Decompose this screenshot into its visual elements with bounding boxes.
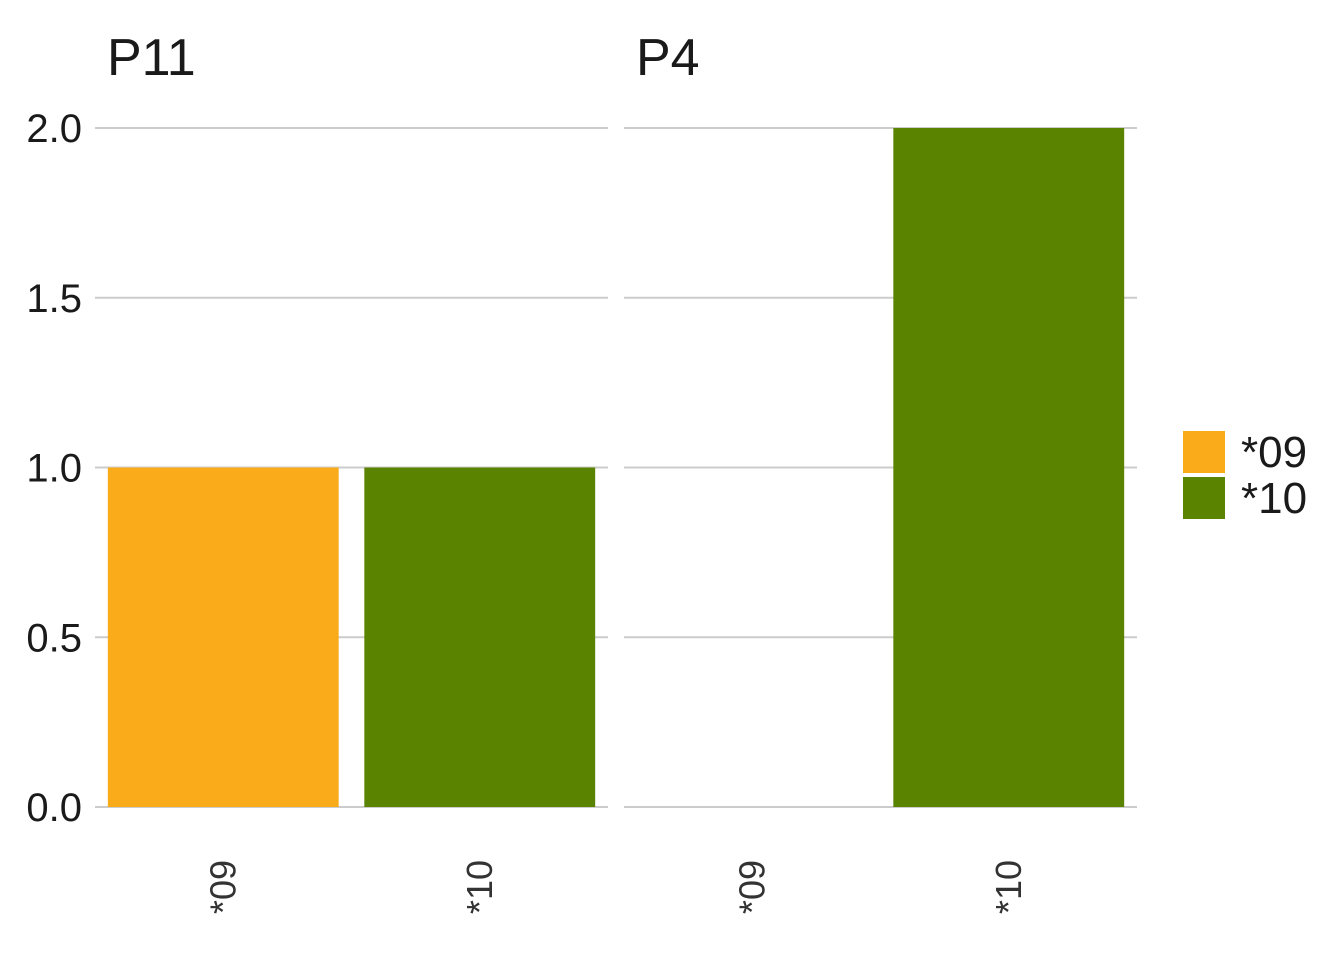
panel-title: P4: [636, 29, 700, 87]
legend-swatch: [1183, 431, 1225, 473]
legend-label: *09: [1241, 428, 1307, 477]
chart-panels: P11 *09 *10 P4 *09 *10: [95, 29, 1137, 914]
x-tick-label: *10: [459, 860, 500, 914]
y-tick-label: 0.5: [26, 616, 82, 660]
y-axis: 0.0 0.5 1.0 1.5 2.0: [26, 107, 82, 830]
x-tick-label: *10: [988, 860, 1029, 914]
panel-title: P11: [107, 29, 196, 87]
y-tick-label: 0.0: [26, 786, 82, 830]
x-tick-label: *09: [202, 860, 243, 914]
x-tick-label: *09: [731, 860, 772, 914]
bar: [107, 467, 339, 807]
legend-label: *10: [1241, 474, 1307, 523]
panel-p4: P4 *09 *10: [624, 29, 1137, 914]
y-tick-label: 1.0: [26, 447, 82, 491]
panel-p11: P11 *09 *10: [95, 29, 608, 914]
y-tick-label: 1.5: [26, 277, 82, 321]
bar: [364, 467, 596, 807]
legend-swatch: [1183, 477, 1225, 519]
legend: *09*10: [1183, 428, 1307, 523]
y-tick-label: 2.0: [26, 107, 82, 151]
bar: [893, 128, 1125, 807]
